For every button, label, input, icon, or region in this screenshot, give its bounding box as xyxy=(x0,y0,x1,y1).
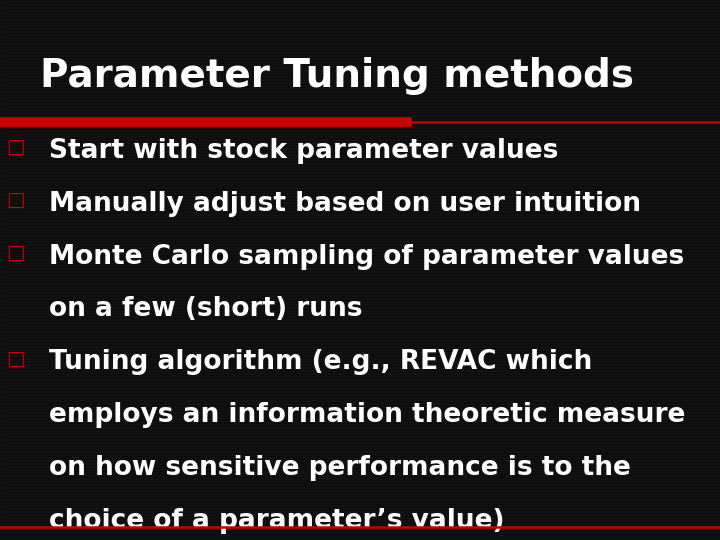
Text: choice of a parameter’s value): choice of a parameter’s value) xyxy=(49,508,505,534)
Text: on a few (short) runs: on a few (short) runs xyxy=(49,296,362,322)
Text: □: □ xyxy=(6,138,24,157)
Text: □: □ xyxy=(6,244,24,262)
Text: □: □ xyxy=(6,191,24,210)
Text: employs an information theoretic measure: employs an information theoretic measure xyxy=(49,402,685,428)
Text: Monte Carlo sampling of parameter values: Monte Carlo sampling of parameter values xyxy=(49,244,684,269)
Text: Manually adjust based on user intuition: Manually adjust based on user intuition xyxy=(49,191,641,217)
Text: Start with stock parameter values: Start with stock parameter values xyxy=(49,138,558,164)
Text: Tuning algorithm (e.g., REVAC which: Tuning algorithm (e.g., REVAC which xyxy=(49,349,593,375)
Text: □: □ xyxy=(6,349,24,368)
Text: Parameter Tuning methods: Parameter Tuning methods xyxy=(40,57,634,94)
Text: on how sensitive performance is to the: on how sensitive performance is to the xyxy=(49,455,631,481)
